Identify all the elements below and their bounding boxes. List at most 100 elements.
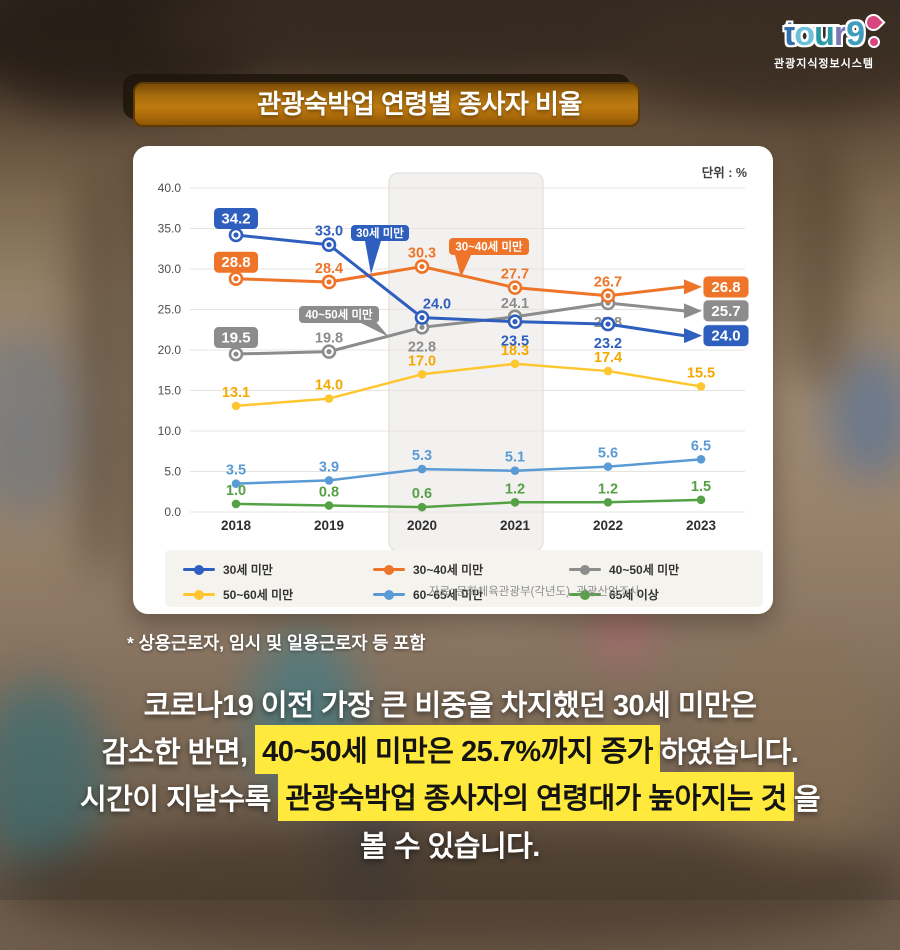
data-point-core [512,285,518,291]
chart-text: 24.0 [711,328,740,345]
end-arrow [684,328,702,344]
logo-letter: t [783,15,795,53]
logo-letter: r [833,15,847,53]
chart-text: 2019 [314,518,344,533]
chart-text: 35.0 [158,222,182,236]
caption-highlight: 관광숙박업 종사자의 연령대가 높아지는 것 [278,772,794,821]
chart-text: 30.0 [158,262,182,276]
data-point-core [419,315,425,321]
chart-text: 40.0 [158,181,182,195]
chart-text: 10.0 [158,424,182,438]
chart-text: 2018 [221,518,252,533]
legend-marker [373,589,405,600]
caption-text: 하였습니다. [659,736,799,769]
logo-crossbar [783,24,841,27]
series-line [234,301,686,356]
chart-text: 1.5 [691,479,711,495]
line-chart: 0.0 5.0 10.0 15.0 20.0 25.0 30.0 35.0 40.0 2018 20… [158,172,750,552]
chart-text: 28.8 [221,254,250,271]
chart-text: 2023 [686,518,717,533]
data-point [696,495,706,505]
bg-blob [0,680,105,870]
series-30세 미만: 24.0 34.2 33.0 24.0 23.5 23.2 [214,207,750,352]
chart-text: 17.4 [594,350,622,366]
data-point [231,479,241,488]
data-point [324,476,334,485]
data-point-core [326,349,332,355]
legend-marker-dot [194,564,204,575]
caption-text: 볼 수 있습니다. [360,830,540,863]
value-badge [702,324,750,348]
bg-blob [75,160,130,580]
bg-blob [828,350,900,480]
chart-card: 0.0 5.0 10.0 15.0 20.0 25.0 30.0 35.0 40.0 2018 20… [133,146,773,614]
unit-label: 단위 : % [701,166,747,180]
chart-text: 3.9 [319,459,339,475]
chart-text: 25.7 [711,303,740,320]
legend-label: 40~50세 미만 [609,563,680,577]
chart-text: 28.4 [315,261,343,277]
legend-grid: 30세 미만 30~40세 미만 40~50세 미만 50~60세 미만 60~65세 … [183,557,744,607]
value-badge [702,299,750,323]
chart-text: 23.2 [594,336,622,352]
series-line [234,498,703,509]
data-point [417,370,427,379]
logo-letter: u [814,15,835,53]
chart-text: 1.2 [598,481,618,497]
data-point [231,401,241,411]
data-point-core [233,351,239,357]
legend-item: 40~50세 미만 [569,561,744,578]
chart-text: 19.8 [315,331,343,347]
series-30~40세 미만: 26.8 28.8 28.4 30.3 27.7 26.7 [214,246,750,304]
legend-item: 30세 미만 [183,561,373,578]
end-arrow [684,303,702,319]
data-point [510,359,520,369]
chart-text: 14.0 [315,378,343,394]
chart-text: 2022 [593,518,623,533]
chart-text: 5.3 [412,448,432,464]
data-point [510,497,520,507]
legend-marker [183,589,215,600]
data-point [696,382,706,391]
series-line [234,362,703,408]
chart-text: 1.0 [226,483,246,499]
data-point-core [233,276,239,282]
legend-label: 30~40세 미만 [413,563,484,577]
chart-text: 5.1 [505,450,525,466]
data-point [696,455,706,464]
chart-text: 24.1 [501,296,529,312]
chart-text: 18.3 [501,343,529,359]
legend-item: 50~60세 미만 [183,586,373,603]
chart-text: 5.6 [598,446,618,462]
logo-subtitle: 관광지식정보시스템 [773,58,875,70]
data-point [510,466,520,475]
data-point-core [326,242,332,248]
chart-text: 40~50세 미만 [305,308,373,322]
chart-text: 2021 [500,518,531,533]
pink-dot-icon [870,38,879,46]
data-point-core [605,293,611,299]
chart-text: 1.2 [505,481,525,497]
chart-text: 0.0 [164,505,181,519]
legend-marker-dot [194,589,204,600]
bg-blob [0,330,80,520]
legend-marker-dot [580,564,590,575]
legend-marker [569,564,601,575]
chart-text: 22.8 [408,339,436,355]
caption-line: 코로나19 이전 가장 큰 비중을 차지했던 30세 미만은 [0,679,900,726]
series-line [234,458,703,485]
chart-text: 3.5 [226,463,246,479]
legend-label: 60~65세 미만 [413,588,484,602]
series-line [234,265,686,298]
legend-label: 50~60세 미만 [223,588,294,602]
caption-line: 볼 수 있습니다. [0,820,900,867]
chart-text: 27.7 [501,267,529,283]
chart-text: 30세 미만 [356,226,404,240]
caption-text: 코로나19 이전 가장 큰 비중을 차지했던 30세 미만은 [143,689,757,722]
source-text: 자료: 문화체육관광부(각년도). 관광산업조사. [428,586,643,598]
chart-text: 0.8 [319,485,339,501]
data-point-core [326,279,332,285]
tourgo-logo-word: tour9 [783,13,883,54]
chart-text: 23.5 [501,334,529,350]
data-point-core [419,324,425,330]
